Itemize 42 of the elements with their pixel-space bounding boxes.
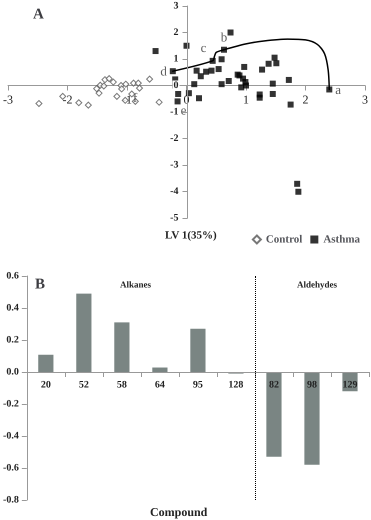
annotation: Alkanes <box>120 280 152 290</box>
y-tick-label: -2 <box>170 133 178 144</box>
x-axis-title: Compound <box>150 505 208 519</box>
y-tick-label: -0.4 <box>2 430 19 442</box>
y-tick-label: -3 <box>170 160 178 170</box>
y-tick-label: -1 <box>170 106 178 118</box>
chart-title: B <box>35 276 46 292</box>
y-tick-label: -0.8 <box>2 494 19 506</box>
y-tick-label: 0 <box>174 80 178 91</box>
y-tick-label: -0.2 <box>2 398 19 410</box>
x-tick-label: 82 <box>268 380 279 390</box>
y-tick-label: -5 <box>170 212 178 224</box>
x-tick-label: 58 <box>116 380 127 390</box>
x-tick-label: 129 <box>342 380 358 390</box>
y-tick-label: 0.6 <box>6 270 19 282</box>
y-tick-label: 0.0 <box>6 366 19 378</box>
x-tick-label: 3 <box>362 92 368 106</box>
chart-title: A <box>33 6 44 22</box>
y-tick-label: 3 <box>174 0 178 12</box>
x-tick-label: 1 <box>243 92 249 106</box>
y-tick-label: -0.6 <box>2 462 19 474</box>
x-tick-label: -2 <box>62 92 72 106</box>
y-tick-label: 2 <box>174 27 178 38</box>
legend-label: Control <box>266 234 302 246</box>
annotation: b <box>220 30 228 45</box>
annotation: c <box>200 40 207 55</box>
y-tick-label: -4 <box>170 186 178 197</box>
y-tick-label: 0.4 <box>6 302 19 314</box>
annotation: Aldehydes <box>297 280 338 290</box>
y-tick-label: 1 <box>174 54 178 64</box>
legend-label: Asthma <box>323 234 360 246</box>
x-tick-label: 2 <box>302 92 308 106</box>
annotation: a <box>335 82 342 97</box>
x-tick-label: 128 <box>228 380 244 390</box>
x-axis-title: LV 1(35%) <box>165 230 217 242</box>
x-tick-label: 98 <box>306 380 317 390</box>
x-tick-label: 64 <box>154 380 165 390</box>
annotation: d <box>160 64 168 79</box>
x-tick-label: 20 <box>40 380 51 390</box>
x-tick-label: 52 <box>78 380 89 390</box>
y-tick-label: 0.2 <box>6 334 19 346</box>
x-tick-label: 95 <box>192 380 203 390</box>
